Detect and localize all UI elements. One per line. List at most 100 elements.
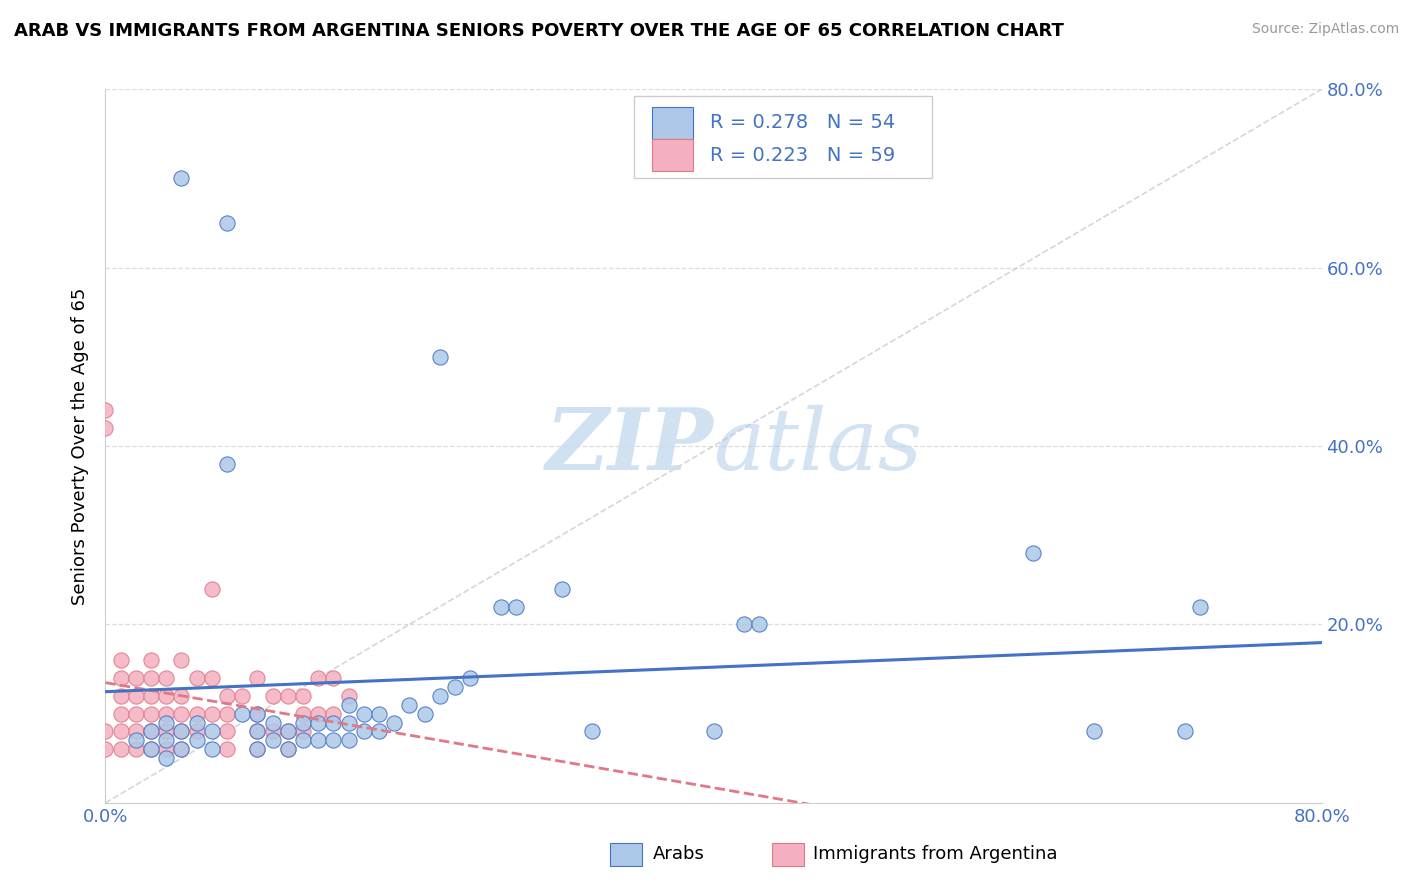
Text: R = 0.223   N = 59: R = 0.223 N = 59	[710, 146, 896, 165]
Point	[217, 457, 239, 471]
Point	[322, 715, 344, 730]
Point	[217, 724, 239, 739]
Point	[139, 689, 162, 703]
Point	[505, 599, 527, 614]
Point	[110, 653, 132, 667]
Point	[170, 171, 193, 186]
Bar	[610, 843, 641, 865]
Point	[307, 715, 329, 730]
Point	[186, 706, 208, 721]
Point	[155, 733, 177, 747]
Point	[186, 733, 208, 747]
Bar	[651, 106, 693, 138]
Bar	[634, 96, 932, 178]
Point	[110, 742, 132, 756]
Point	[186, 724, 208, 739]
Point	[429, 350, 451, 364]
Point	[125, 724, 148, 739]
Point	[444, 680, 467, 694]
Point	[262, 733, 284, 747]
Point	[262, 715, 284, 730]
Point	[201, 706, 224, 721]
Point	[94, 403, 117, 417]
Point	[353, 706, 375, 721]
Point	[155, 742, 177, 756]
Point	[748, 617, 770, 632]
Point	[246, 706, 269, 721]
Point	[337, 698, 360, 712]
Point	[489, 599, 512, 614]
Point	[277, 724, 299, 739]
Point	[201, 671, 224, 685]
Point	[125, 733, 148, 747]
Point	[217, 742, 239, 756]
Point	[231, 689, 253, 703]
Point	[1083, 724, 1105, 739]
Point	[292, 724, 315, 739]
Point	[201, 582, 224, 596]
Point	[337, 715, 360, 730]
Point	[155, 751, 177, 765]
Point	[186, 715, 208, 730]
Point	[246, 724, 269, 739]
Point	[307, 733, 329, 747]
Point	[217, 706, 239, 721]
Text: Source: ZipAtlas.com: Source: ZipAtlas.com	[1251, 22, 1399, 37]
Point	[581, 724, 603, 739]
Point	[139, 742, 162, 756]
Point	[550, 582, 572, 596]
Point	[733, 617, 755, 632]
Point	[155, 689, 177, 703]
Text: ARAB VS IMMIGRANTS FROM ARGENTINA SENIORS POVERTY OVER THE AGE OF 65 CORRELATION: ARAB VS IMMIGRANTS FROM ARGENTINA SENIOR…	[14, 22, 1064, 40]
Point	[170, 724, 193, 739]
Point	[110, 706, 132, 721]
Point	[139, 724, 162, 739]
Point	[217, 689, 239, 703]
Point	[155, 706, 177, 721]
Point	[413, 706, 436, 721]
Point	[94, 421, 117, 435]
Point	[201, 742, 224, 756]
Point	[277, 742, 299, 756]
Point	[398, 698, 420, 712]
Point	[353, 724, 375, 739]
Point	[201, 724, 224, 739]
Point	[139, 671, 162, 685]
Point	[139, 653, 162, 667]
Point	[368, 706, 391, 721]
Point	[139, 742, 162, 756]
Point	[186, 671, 208, 685]
Point	[155, 724, 177, 739]
Text: Immigrants from Argentina: Immigrants from Argentina	[813, 846, 1057, 863]
Text: R = 0.278   N = 54: R = 0.278 N = 54	[710, 113, 896, 132]
Point	[139, 706, 162, 721]
Point	[322, 671, 344, 685]
Point	[246, 724, 269, 739]
Point	[1022, 546, 1045, 560]
Point	[292, 715, 315, 730]
Point	[170, 706, 193, 721]
Bar	[772, 843, 804, 865]
Text: ZIP: ZIP	[546, 404, 713, 488]
Point	[246, 742, 269, 756]
Point	[277, 742, 299, 756]
Point	[125, 706, 148, 721]
Point	[94, 742, 117, 756]
Point	[1188, 599, 1211, 614]
Point	[94, 724, 117, 739]
Point	[277, 689, 299, 703]
Point	[307, 671, 329, 685]
Point	[292, 706, 315, 721]
Point	[155, 671, 177, 685]
Point	[110, 689, 132, 703]
Point	[702, 724, 725, 739]
Text: Arabs: Arabs	[652, 846, 704, 863]
Point	[125, 689, 148, 703]
Point	[382, 715, 405, 730]
Point	[170, 689, 193, 703]
Bar	[651, 139, 693, 171]
Point	[246, 742, 269, 756]
Point	[1174, 724, 1197, 739]
Text: atlas: atlas	[713, 405, 922, 487]
Point	[368, 724, 391, 739]
